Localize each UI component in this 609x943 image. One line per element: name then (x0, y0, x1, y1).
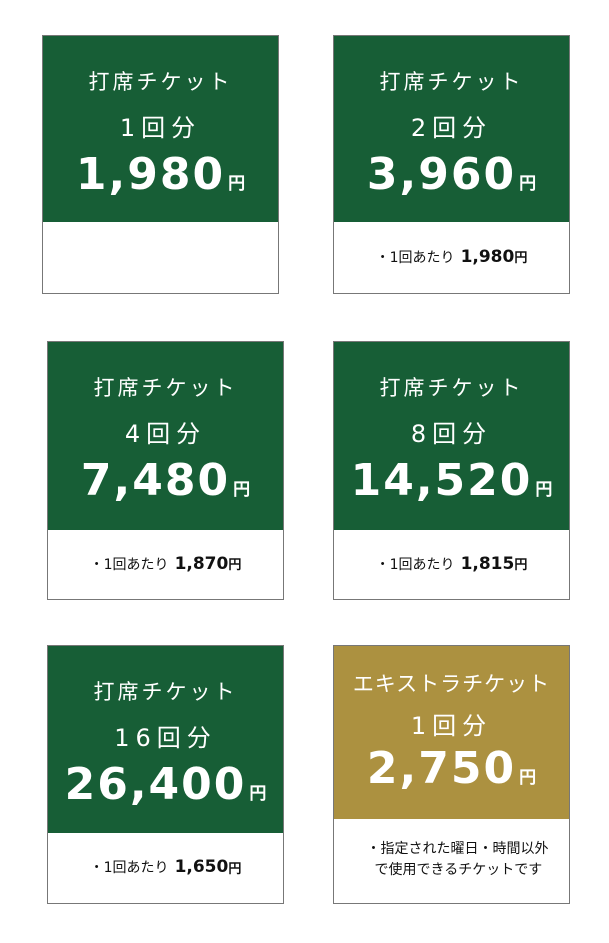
extra-note-line: ・指定された曜日・時間以外 (366, 841, 549, 857)
ticket-price: 3,960 円 (366, 149, 537, 200)
ticket-card-2[interactable]: 打席チケット 2回分 3,960 円 ・1回あたり 1,980 円 (333, 35, 570, 294)
ticket-price: 14,520 円 (350, 455, 553, 506)
ticket-price: 7,480 円 (80, 455, 251, 506)
extra-note-line: で使用できるチケットです (374, 862, 543, 878)
extra-note: ・指定された曜日・時間以外 で使用できるチケットです (334, 817, 569, 903)
card-header: 打席チケット 1回分 1,980 円 (43, 36, 278, 222)
ticket-price: 1,980 円 (75, 149, 246, 200)
ticket-title: 打席チケット (379, 376, 524, 400)
ticket-title: 打席チケット (379, 70, 524, 94)
ticket-count: 8回分 (410, 420, 493, 448)
ticket-count: 1回分 (119, 114, 202, 142)
ticket-title: 打席チケット (88, 70, 233, 94)
ticket-count: 16回分 (114, 724, 217, 752)
ticket-title: 打席チケット (93, 376, 238, 400)
per-use-note: ・1回あたり 1,650 円 (89, 857, 242, 877)
card-header: エキストラチケット 1回分 2,750 円 (334, 646, 569, 819)
ticket-title: 打席チケット (93, 680, 238, 704)
ticket-count: 4回分 (124, 420, 207, 448)
card-header: 打席チケット 2回分 3,960 円 (334, 36, 569, 222)
ticket-price: 26,400 円 (64, 759, 267, 810)
ticket-card-1[interactable]: 打席チケット 1回分 1,980 円 (42, 35, 279, 294)
card-header: 打席チケット 16回分 26,400 円 (48, 646, 283, 833)
card-header: 打席チケット 8回分 14,520 円 (334, 342, 569, 530)
ticket-count: 2回分 (410, 114, 493, 142)
ticket-price: 2,750 円 (366, 743, 537, 794)
ticket-card-16[interactable]: 打席チケット 16回分 26,400 円 ・1回あたり 1,650 円 (47, 645, 284, 904)
per-use-note: ・1回あたり 1,815 円 (375, 553, 528, 574)
per-use-note: ・1回あたり 1,980 円 (375, 246, 528, 267)
ticket-card-8[interactable]: 打席チケット 8回分 14,520 円 ・1回あたり 1,815 円 (333, 341, 570, 600)
extra-ticket-card[interactable]: エキストラチケット 1回分 2,750 円 ・指定された曜日・時間以外 で使用でき… (333, 645, 570, 904)
ticket-card-4[interactable]: 打席チケット 4回分 7,480 円 ・1回あたり 1,870 円 (47, 341, 284, 600)
per-use-note: ・1回あたり 1,870 円 (89, 553, 242, 574)
ticket-title: エキストラチケット (352, 672, 551, 696)
card-header: 打席チケット 4回分 7,480 円 (48, 342, 283, 530)
ticket-count: 1回分 (410, 712, 493, 740)
